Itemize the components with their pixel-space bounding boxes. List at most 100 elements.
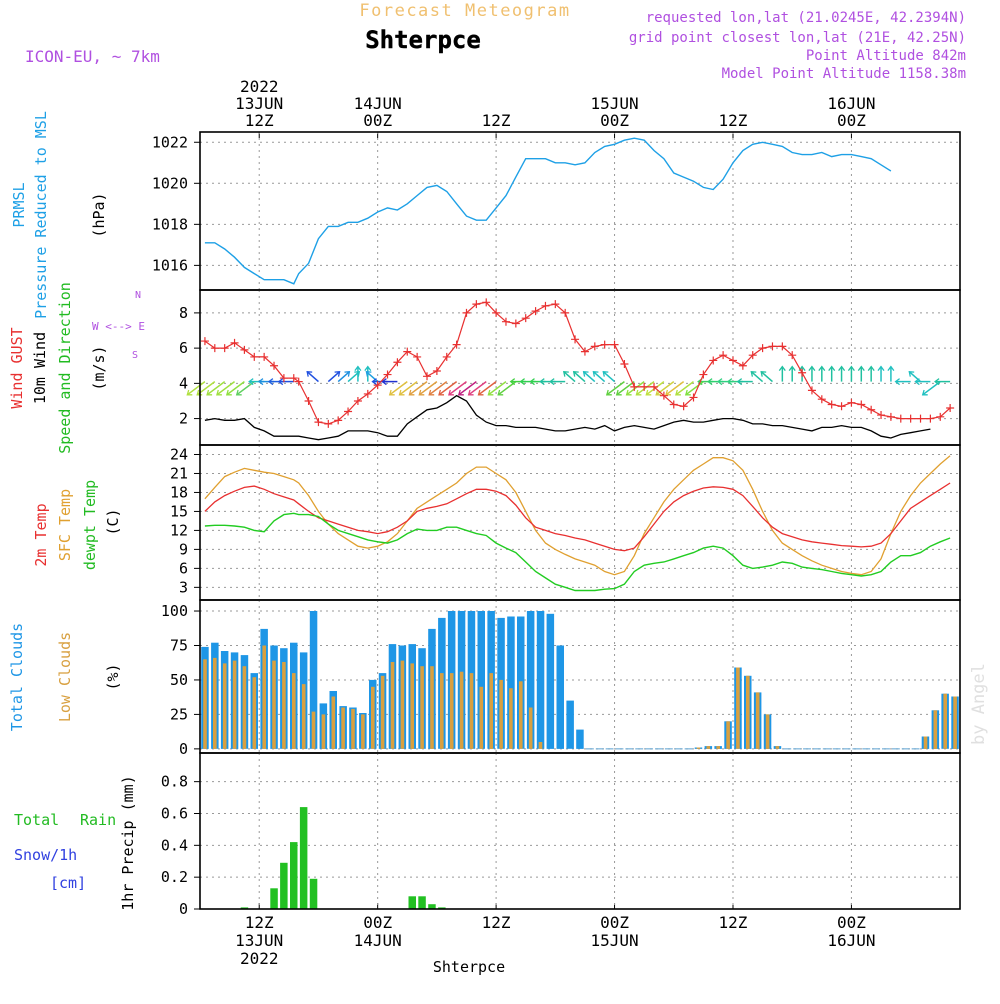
wind-gust-marker	[886, 412, 895, 421]
wind-arrow-head	[477, 389, 484, 396]
low-cloud-bar	[499, 679, 503, 749]
wind-arrow	[399, 380, 418, 396]
wind-gust-marker	[521, 314, 530, 323]
dewpt-temp-line	[204, 512, 951, 592]
wind-arrow-head	[428, 389, 435, 396]
low-cloud-bar	[726, 721, 730, 749]
low-cloud-bar	[479, 686, 484, 749]
top-time-label: 00Z	[600, 111, 629, 130]
low-cloud-bar	[923, 736, 928, 749]
wind-arrow	[602, 371, 616, 383]
wind-arrow-head	[726, 378, 733, 386]
requested-coords: requested lon,lat (21.0245E, 42.2394N)	[646, 10, 966, 26]
bottom-location-label: Shterpce	[433, 958, 505, 976]
wind-gust-marker	[373, 381, 382, 390]
wind-arrow-head	[267, 378, 274, 386]
wind-arrow-head	[914, 378, 920, 386]
rain-bar	[408, 896, 416, 909]
temp-unit-label: (C)	[104, 508, 122, 535]
wind-gust-marker	[210, 344, 219, 353]
y-tick-label: 0.2	[161, 868, 188, 886]
wind-gust-marker	[679, 402, 688, 411]
precip-panel: 0 0.2 0.4 0.6 0.8	[161, 752, 961, 918]
low-cloud-bar	[380, 675, 385, 749]
wind-arrow-head	[248, 378, 254, 386]
low-cloud-bar	[321, 714, 326, 749]
wind-gust-marker	[946, 404, 955, 413]
wind-arrow-head	[655, 389, 662, 396]
y-tick-label: 0.8	[161, 773, 188, 791]
wind-gust-marker	[472, 300, 481, 309]
wind-gust-marker	[393, 358, 402, 367]
wind-gust-marker	[738, 361, 747, 370]
wind-gust-marker	[462, 308, 471, 317]
wind-arrow-head	[364, 365, 372, 371]
wind-arrow-head	[592, 370, 599, 377]
sfctemp-label: SFC Temp	[56, 489, 74, 561]
wind-dir-label: Speed and Direction	[56, 282, 74, 454]
prmsl-label: PRMSL	[10, 182, 28, 227]
point-altitude: Point Altitude 842m	[806, 48, 966, 64]
y-tick-label: 2	[179, 410, 188, 428]
wind-gust-marker	[501, 317, 510, 326]
wind-arrow-head	[398, 389, 405, 396]
wind-arrow-head	[760, 370, 767, 377]
y-tick-label: 8	[179, 304, 188, 322]
wind-arrow-head	[736, 378, 743, 386]
wind-arrow-head	[467, 389, 474, 396]
wind-arrow	[389, 380, 408, 396]
temp2m-label: 2m Temp	[32, 503, 50, 566]
wind-arrow	[438, 380, 458, 396]
y-tick-label: 15	[170, 502, 188, 520]
wind-gust-marker	[709, 356, 718, 365]
wind-gust-marker	[403, 347, 412, 356]
wind-gust-marker	[334, 416, 343, 425]
low-cloud-bar	[430, 666, 434, 749]
y-tick-label: 0	[179, 900, 188, 918]
top-time-label: 13JUN	[235, 94, 283, 113]
wind-arrow-head	[371, 378, 377, 386]
wind-arrow-head	[225, 389, 232, 396]
wind-gust-marker	[220, 344, 229, 353]
y-tick-label: 75	[170, 636, 188, 654]
wind10m-label: 10m Wind	[31, 332, 49, 404]
wind-arrow-head	[344, 370, 351, 377]
wind-gust-marker	[610, 340, 619, 349]
low-cloud-bar	[262, 645, 266, 749]
location-title: Shterpce	[365, 26, 481, 54]
wind-gust-marker	[452, 340, 461, 349]
wind-gust-marker	[620, 359, 629, 368]
wind-arrow-head	[887, 365, 895, 371]
wind-arrow	[592, 371, 606, 383]
gridpoint-coords: grid point closest lon,lat (21E, 42.25N)	[629, 30, 966, 46]
sfc-temp-line	[204, 455, 951, 576]
wind-10m-line	[204, 394, 931, 441]
dewpt-label: dewpt Temp	[81, 480, 99, 570]
wind-arrow	[458, 380, 477, 396]
wind-gust-marker	[650, 382, 659, 391]
total-cloud-bar	[566, 700, 574, 749]
wind-arrow-head	[602, 370, 609, 377]
wind-arrow	[418, 380, 438, 396]
wind-gust-marker	[867, 405, 876, 414]
model-label: ICON-EU, ~ 7km	[25, 47, 160, 66]
rain-bar	[290, 842, 298, 909]
wind-gust-marker	[748, 351, 757, 360]
forecast-title: Forecast Meteogram	[359, 1, 570, 21]
total-cloud-bar	[576, 729, 584, 749]
wind-arrow	[626, 380, 645, 396]
low-cloud-bar	[509, 688, 513, 749]
wind-gust-marker	[442, 352, 451, 361]
prmsl-long-label: Pressure Reduced to MSL	[32, 111, 50, 319]
wind-arrow-head	[497, 389, 504, 396]
wind-arrow-head	[665, 389, 671, 396]
wind-arrow	[616, 380, 635, 396]
wind-arrow-head	[908, 370, 915, 377]
wind-arrow	[760, 371, 773, 383]
wind-arrow	[487, 380, 507, 396]
cloud-panel: 0 25 50 75 100	[161, 599, 961, 758]
wind-arrow	[606, 380, 625, 396]
wind-gust-marker	[200, 337, 209, 346]
gust-label: Wind GUST	[8, 327, 26, 408]
